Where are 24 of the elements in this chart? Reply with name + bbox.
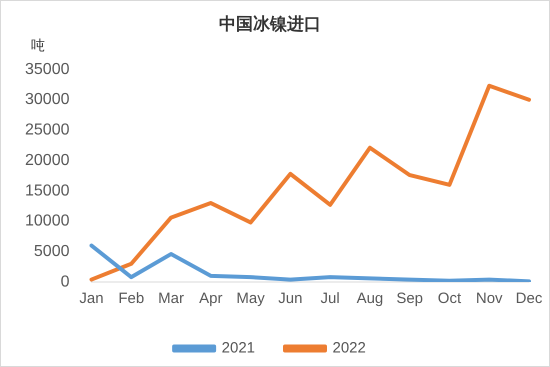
x-tick-label: May	[236, 290, 266, 308]
y-tick-label: 5000	[34, 243, 70, 260]
legend-label: 2021	[222, 340, 256, 357]
y-tick-label: 35000	[24, 60, 70, 78]
x-tick-label: Jun	[278, 290, 302, 308]
x-tick-label: Aug	[356, 290, 384, 308]
x-tick-label: Mar	[158, 290, 184, 308]
x-tick-label: Feb	[118, 290, 144, 308]
y-tick-label: 10000	[24, 212, 70, 230]
y-tick-label: 30000	[24, 91, 70, 108]
x-tick-label: Oct	[438, 290, 462, 308]
y-tick-label: 15000	[24, 182, 70, 200]
x-tick-label: Dec	[516, 290, 543, 308]
x-tick-label: Sep	[396, 290, 424, 308]
x-tick-label: Jan	[79, 290, 104, 308]
y-tick-label: 0	[60, 273, 70, 290]
x-tick-label: Apr	[199, 290, 222, 308]
y-axis-title: 吨	[31, 37, 45, 55]
x-tick-label: Nov	[476, 290, 504, 308]
y-tick-label: 25000	[24, 122, 70, 139]
legend-label: 2022	[332, 340, 366, 357]
x-tick-label: Jul	[320, 290, 340, 308]
y-tick-label: 20000	[24, 152, 70, 169]
chart-title: 中国冰镍进口	[219, 14, 321, 35]
